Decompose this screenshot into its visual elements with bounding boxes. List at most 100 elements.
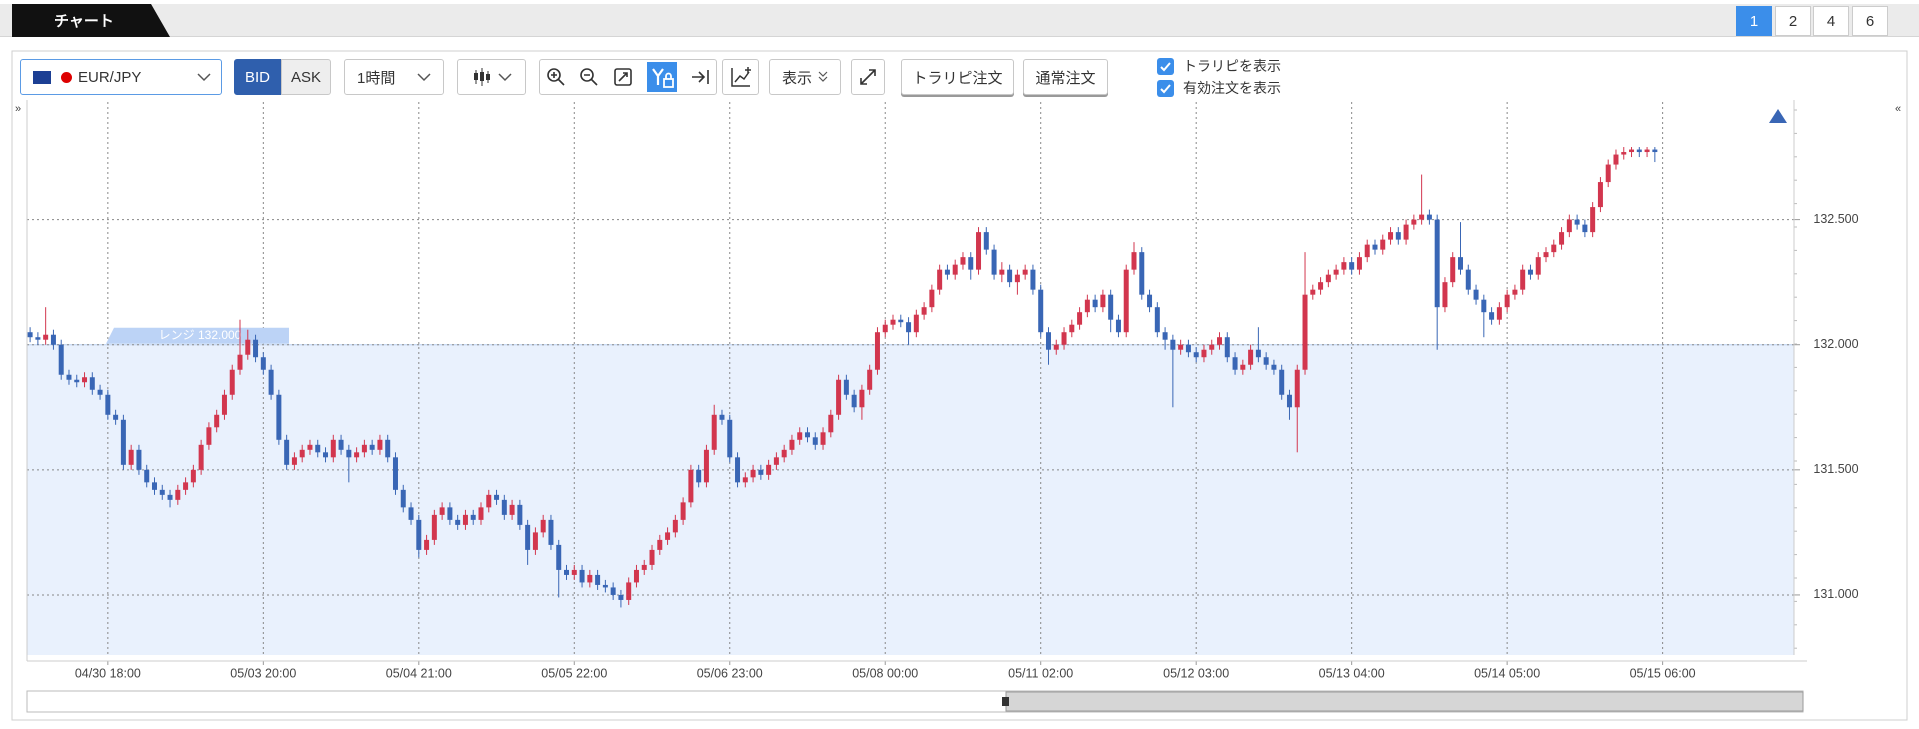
- display-menu[interactable]: 表示: [769, 59, 841, 95]
- candle-body: [929, 289, 935, 308]
- candle-body: [1100, 294, 1106, 308]
- chart-type-select[interactable]: [457, 59, 526, 95]
- checkbox-row[interactable]: 有効注文を表示: [1157, 78, 1281, 98]
- zoom-out[interactable]: [579, 67, 599, 87]
- x-tick-label: 05/11 02:00: [1008, 666, 1073, 680]
- candle-body: [672, 519, 678, 533]
- candle-body: [874, 332, 880, 370]
- flag-eu: [33, 70, 51, 84]
- layout-button[interactable]: 4: [1813, 6, 1849, 36]
- candle-body: [1294, 369, 1300, 408]
- candle-body: [1302, 294, 1308, 370]
- tab-bar: [0, 4, 1919, 37]
- symbol-select[interactable]: EUR/JPY: [20, 59, 222, 95]
- candle-body: [1520, 269, 1526, 290]
- candle-body: [991, 249, 997, 275]
- candle-body: [1341, 262, 1347, 270]
- candle-body: [462, 514, 468, 525]
- candle-body: [1458, 257, 1464, 270]
- fit[interactable]: [613, 67, 633, 87]
- candle-body: [400, 489, 406, 508]
- candle-body: [921, 307, 927, 315]
- x-tick-label: 04/30 18:00: [75, 666, 141, 680]
- range-tag: レンジ 132.000: [106, 327, 289, 344]
- chart-frame: [11, 50, 1908, 721]
- candle-body: [540, 519, 546, 533]
- y-tick-label: 132.000: [1813, 337, 1858, 351]
- candle-body: [564, 569, 570, 575]
- candle-body: [338, 439, 344, 450]
- candle-body: [742, 477, 748, 483]
- candle-body: [789, 439, 795, 450]
- layout-button[interactable]: 6: [1852, 6, 1888, 36]
- candle-body: [890, 319, 896, 325]
- tab[interactable]: チャート: [12, 4, 170, 37]
- candle-body: [851, 394, 857, 408]
- bid-button[interactable]: BID: [234, 59, 281, 95]
- candle-body: [1224, 337, 1230, 358]
- candle-body: [812, 437, 818, 445]
- candle-body: [97, 389, 103, 395]
- candle-body: [82, 377, 88, 383]
- candle-body: [758, 469, 764, 475]
- candle-body: [470, 514, 476, 520]
- candle-body: [1255, 349, 1261, 358]
- candle-body: [937, 269, 943, 290]
- candle-body: [1084, 299, 1090, 313]
- candle-body: [1147, 294, 1153, 308]
- scroll-latest[interactable]: [690, 67, 710, 87]
- layout-button[interactable]: 1: [1736, 6, 1772, 36]
- normal-order-button[interactable]: 通常注文: [1023, 59, 1108, 95]
- candle-body: [1512, 289, 1518, 295]
- checkbox[interactable]: [1157, 79, 1174, 97]
- ask-button[interactable]: ASK: [281, 59, 331, 95]
- candle-body: [1403, 224, 1409, 240]
- candle-body: [1636, 149, 1642, 153]
- candle-body: [159, 489, 165, 495]
- indicator-button[interactable]: [722, 59, 759, 95]
- range-tag-shape: [106, 327, 289, 344]
- symbol: EUR/JPY: [78, 68, 142, 86]
- timeframe-select[interactable]: 1時間: [344, 59, 444, 95]
- fullscreen-button[interactable]: [851, 59, 885, 95]
- checkbox-label: 有効注文を表示: [1183, 80, 1281, 96]
- candle-body: [291, 457, 297, 465]
- chevron: [818, 71, 828, 82]
- y-lock[interactable]: [646, 62, 677, 92]
- candle-body: [113, 414, 119, 420]
- candle-body: [1030, 269, 1036, 290]
- candle-body: [1014, 274, 1020, 283]
- candle-body: [532, 532, 538, 550]
- candle-body: [1045, 332, 1051, 350]
- candle-body: [1108, 294, 1114, 320]
- x-tick-label: 05/05 22:00: [541, 666, 607, 680]
- candle-body: [416, 519, 422, 550]
- candle-body: [1465, 269, 1471, 290]
- candle-body: [151, 482, 157, 490]
- candle-body: [859, 389, 865, 408]
- checkbox[interactable]: [1157, 57, 1174, 75]
- candle-body: [1318, 282, 1324, 290]
- zoom-in[interactable]: [546, 67, 566, 87]
- candle-body: [898, 319, 904, 323]
- candle-body: [1356, 257, 1362, 270]
- checkbox-row[interactable]: トラリピを表示: [1157, 56, 1281, 76]
- x-tick-label: 05/04 21:00: [386, 666, 452, 680]
- candle-body: [50, 334, 56, 345]
- zoom-toolbar: [539, 59, 717, 95]
- latest-marker: [1769, 109, 1787, 123]
- range-band: [27, 344, 1794, 655]
- trarip-order-button[interactable]: トラリピ注文: [901, 59, 1014, 95]
- layout-button[interactable]: 2: [1775, 6, 1811, 36]
- candle-body: [35, 337, 41, 340]
- candle-body: [1395, 232, 1401, 240]
- candle-body: [1574, 219, 1580, 225]
- y-tick-label: 131.500: [1813, 462, 1858, 476]
- candle-body: [1162, 332, 1168, 340]
- candle-body: [1178, 344, 1184, 350]
- chevron: [197, 73, 211, 82]
- candle-body: [1613, 154, 1619, 165]
- flag-jp: [61, 71, 72, 83]
- candle-body: [633, 569, 639, 583]
